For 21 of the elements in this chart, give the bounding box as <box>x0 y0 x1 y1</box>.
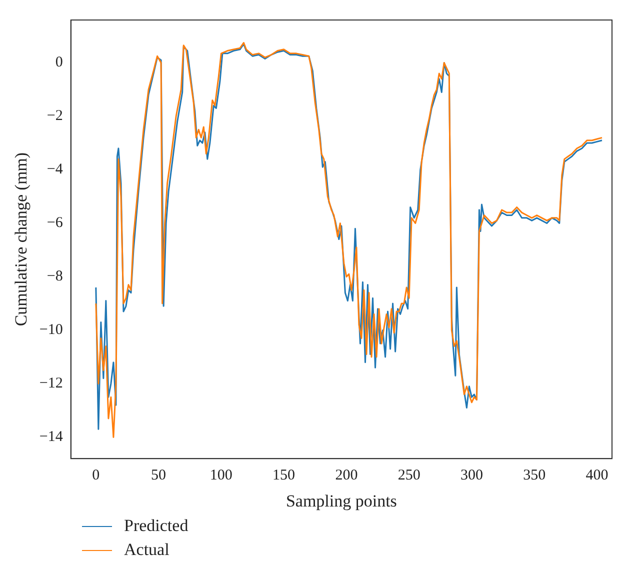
x-tick-label: 150 <box>272 468 296 484</box>
x-tick-label: 100 <box>210 468 232 484</box>
y-tick-label: 0 <box>55 54 63 71</box>
x-tick-label: 400 <box>586 468 608 484</box>
y-axis-title: Cumulative change (mm) <box>12 152 31 326</box>
y-tick-label: −8 <box>46 268 63 285</box>
legend-label: Predicted <box>124 516 188 536</box>
y-tick-label: −10 <box>39 322 63 338</box>
y-tick-label: −14 <box>39 429 64 446</box>
x-tick-label: 300 <box>460 468 483 484</box>
x-tick-label: 50 <box>151 468 166 484</box>
x-tick-label: 200 <box>335 468 358 484</box>
x-tick-label: 350 <box>523 468 546 484</box>
y-tick-label: −2 <box>46 108 63 124</box>
y-tick-label: −4 <box>46 162 64 178</box>
x-tick-label: 0 <box>92 468 100 484</box>
x-tick-label: 250 <box>398 468 420 484</box>
legend-label: Actual <box>124 540 170 560</box>
x-axis-title: Sampling points <box>286 491 397 510</box>
y-tick-label: −6 <box>46 215 64 232</box>
y-tick-label: −12 <box>39 376 63 392</box>
